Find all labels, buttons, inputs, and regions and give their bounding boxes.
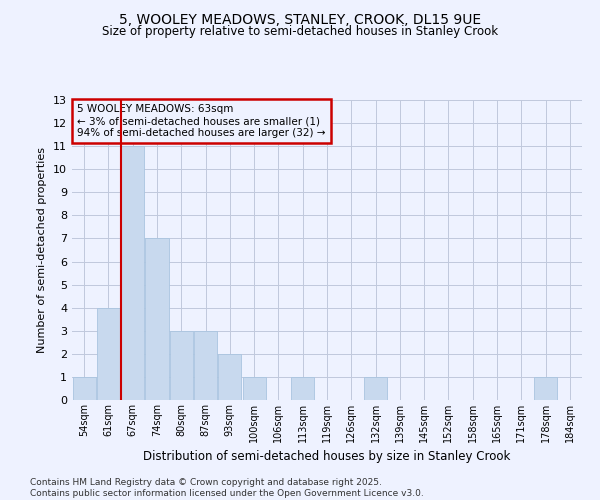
Bar (194, 331, 217, 400)
Text: 5, WOOLEY MEADOWS, STANLEY, CROOK, DL15 9UE: 5, WOOLEY MEADOWS, STANLEY, CROOK, DL15 … (119, 12, 481, 26)
X-axis label: Distribution of semi-detached houses by size in Stanley Crook: Distribution of semi-detached houses by … (143, 450, 511, 464)
Text: Size of property relative to semi-detached houses in Stanley Crook: Size of property relative to semi-detach… (102, 25, 498, 38)
Bar (73, 377, 95, 400)
Bar (534, 377, 557, 400)
Bar (291, 377, 314, 400)
Bar (364, 377, 387, 400)
Text: 5 WOOLEY MEADOWS: 63sqm
← 3% of semi-detached houses are smaller (1)
94% of semi: 5 WOOLEY MEADOWS: 63sqm ← 3% of semi-det… (77, 104, 326, 138)
Bar (121, 146, 144, 400)
Bar (170, 331, 193, 400)
Bar (218, 354, 241, 400)
Y-axis label: Number of semi-detached properties: Number of semi-detached properties (37, 147, 47, 353)
Bar (145, 238, 169, 400)
Bar (97, 308, 120, 400)
Text: Contains HM Land Registry data © Crown copyright and database right 2025.
Contai: Contains HM Land Registry data © Crown c… (30, 478, 424, 498)
Bar (242, 377, 266, 400)
